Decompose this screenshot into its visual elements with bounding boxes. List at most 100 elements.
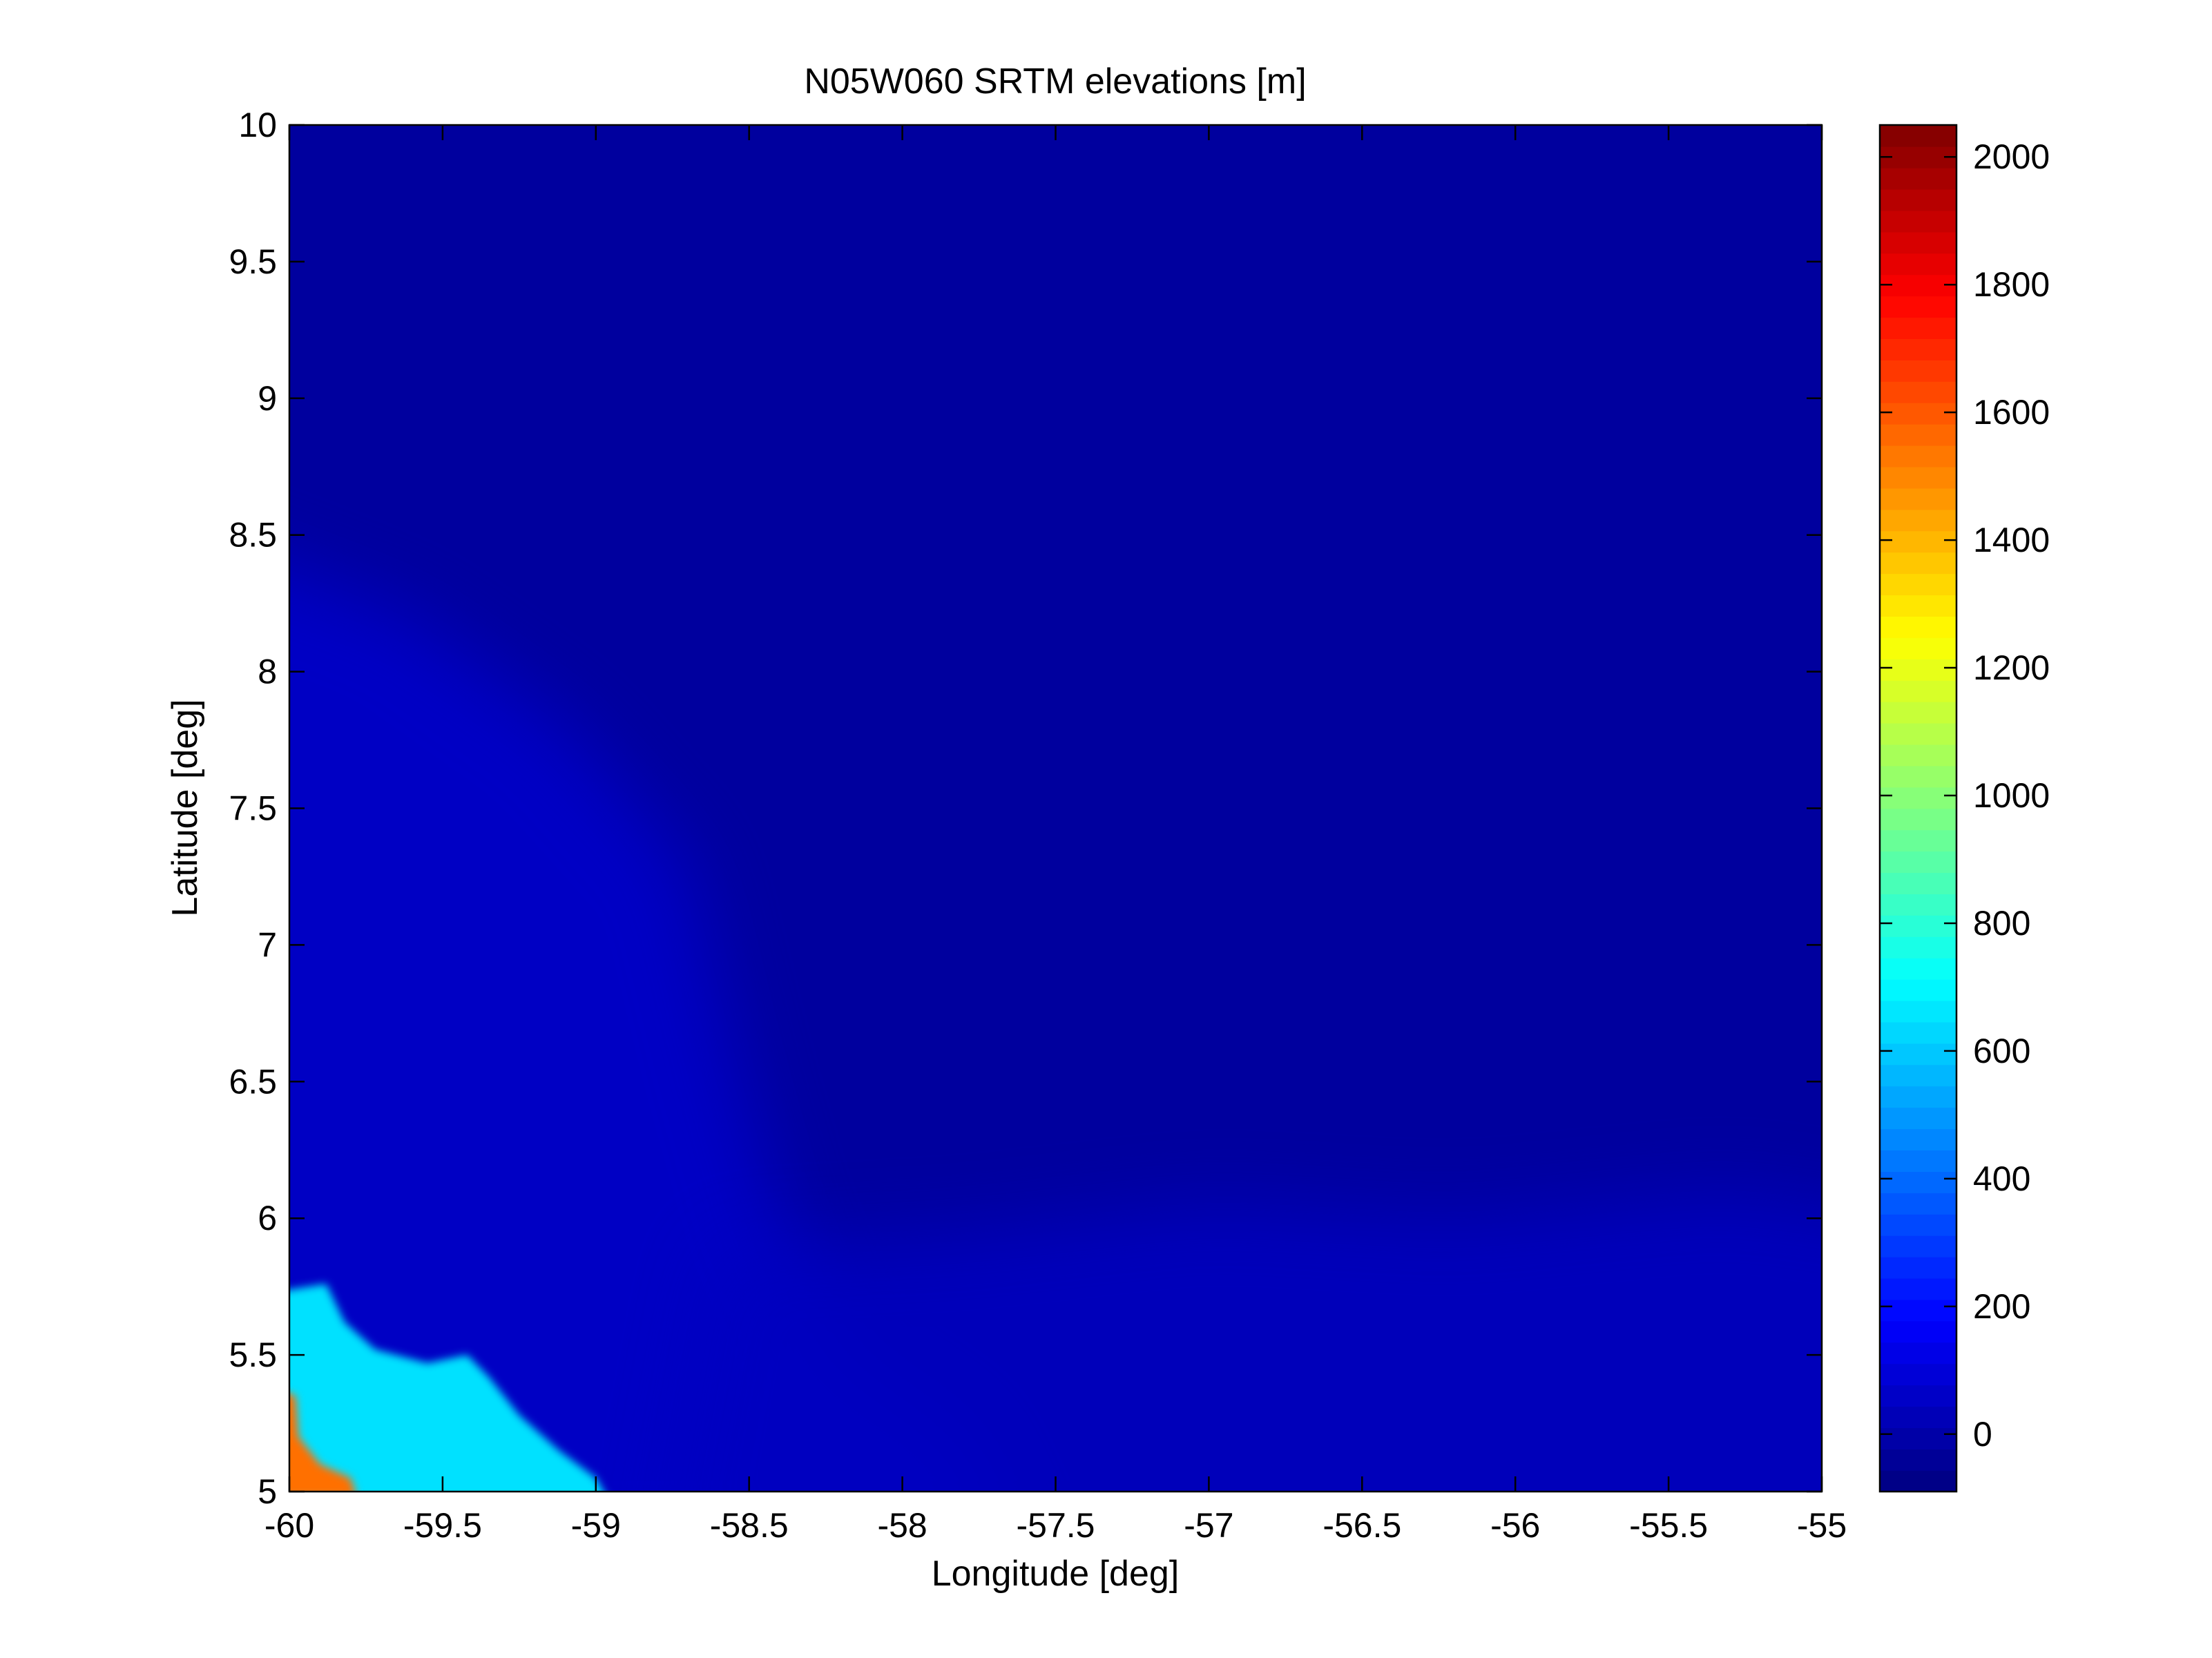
colorbar-level	[1880, 679, 1956, 702]
colorbar-level	[1880, 1342, 1956, 1365]
colorbar-level	[1880, 1193, 1956, 1215]
colorbar-level	[1880, 957, 1956, 980]
y-tick-label: 7	[258, 925, 277, 964]
y-axis: 5 5.5 6 6.5 7 7.5 8 8.5 9 9.5 10	[229, 106, 1822, 1511]
elevation-heatmap	[289, 570, 1822, 1492]
colorbar-level	[1880, 894, 1956, 916]
x-tick-label: -57	[1184, 1506, 1233, 1545]
colorbar-level	[1880, 423, 1956, 446]
y-axis-label: Latitude [deg]	[165, 699, 205, 916]
colorbar-level	[1880, 296, 1956, 318]
colorbar-level	[1880, 1256, 1956, 1279]
colorbar-level	[1880, 466, 1956, 489]
x-tick-label: -55.5	[1629, 1506, 1708, 1545]
y-tick-label: 9.5	[229, 242, 277, 281]
colorbar-level	[1880, 1385, 1956, 1407]
y-tick-label: 5.5	[229, 1336, 277, 1374]
colorbar-level	[1880, 445, 1956, 467]
colorbar-level	[1880, 701, 1956, 724]
colorbar-tick-label: 800	[1973, 904, 2030, 943]
colorbar-level	[1880, 1021, 1956, 1044]
x-tick-label: -56	[1490, 1506, 1540, 1545]
colorbar-level	[1880, 146, 1956, 168]
colorbar-level	[1880, 1214, 1956, 1236]
y-tick-label: 8.5	[229, 516, 277, 555]
colorbar-tick-label: 400	[1973, 1159, 2030, 1198]
colorbar-level	[1880, 1128, 1956, 1151]
colorbar-tick-label: 2000	[1973, 137, 2050, 176]
colorbar-level	[1880, 829, 1956, 852]
colorbar-frame	[1878, 124, 1958, 1493]
region-inland-lowland	[672, 1191, 1822, 1492]
x-tick-label: -57.5	[1017, 1506, 1095, 1545]
y-tick-label: 6.5	[229, 1062, 277, 1101]
colorbar-level	[1880, 616, 1956, 638]
colorbar-level	[1880, 125, 1956, 147]
colorbar-level	[1880, 1000, 1956, 1023]
colorbar-level	[1880, 360, 1956, 382]
colorbar-level	[1880, 167, 1956, 190]
colorbar-level	[1880, 1449, 1956, 1471]
colorbar-level	[1880, 915, 1956, 937]
y-tick-label: 9	[258, 379, 277, 418]
y-tick-label: 5	[258, 1472, 277, 1511]
colorbar-tick-label: 1800	[1973, 265, 2050, 304]
colorbar-tick-label: 1600	[1973, 393, 2050, 432]
colorbar-level	[1880, 253, 1956, 276]
colorbar-level	[1880, 1320, 1956, 1343]
y-tick-label: 8	[258, 653, 277, 691]
x-tick-label: -56.5	[1323, 1506, 1401, 1545]
x-axis-label: Longitude [deg]	[932, 1554, 1180, 1594]
colorbar-tick-label: 200	[1973, 1287, 2030, 1326]
colorbar-level	[1880, 659, 1956, 681]
colorbar-level	[1880, 530, 1956, 553]
colorbar-gradient	[1880, 125, 1956, 1492]
colorbar-tick-label: 1200	[1973, 648, 2050, 687]
y-tick-label: 10	[238, 106, 277, 144]
region-highest-ridges	[289, 1394, 356, 1492]
colorbar-level	[1880, 979, 1956, 1001]
colorbar-level	[1880, 338, 1956, 360]
colorbar-tick-label: 0	[1973, 1415, 1992, 1454]
x-tick-label: -58.5	[710, 1506, 789, 1545]
colorbar-level	[1880, 1235, 1956, 1257]
colorbar-level	[1880, 509, 1956, 532]
colorbar-level	[1880, 637, 1956, 659]
region-upland	[289, 1284, 604, 1492]
x-axis: -60 -59.5 -59 -58.5 -58 -57.5 -57 -56.5 -56 -55.5…	[265, 125, 1847, 1545]
colorbar-level	[1880, 552, 1956, 575]
colorbar-level	[1880, 274, 1956, 297]
colorbar-level	[1880, 744, 1956, 767]
colorbar-level	[1880, 189, 1956, 211]
colorbar: 0 200 400 600 800 1000 1200 1400 1600 1800 2000	[1878, 124, 2050, 1493]
colorbar-level	[1880, 1299, 1956, 1322]
colorbar-level	[1880, 936, 1956, 958]
colorbar-level	[1880, 1150, 1956, 1172]
colorbar-level	[1880, 1171, 1956, 1193]
colorbar-level	[1880, 1086, 1956, 1108]
x-tick-label: -59.5	[403, 1506, 482, 1545]
colorbar-level	[1880, 1470, 1956, 1492]
colorbar-level	[1880, 1064, 1956, 1087]
y-tick-label: 7.5	[229, 789, 277, 828]
plot-area: -60 -59.5 -59 -58.5 -58 -57.5 -57 -56.5 -56 -55.5…	[229, 106, 1847, 1545]
colorbar-level	[1880, 872, 1956, 894]
colorbar-tick-label: 1400	[1973, 521, 2050, 559]
colorbar-level	[1880, 787, 1956, 809]
region-coastal-lowland	[289, 570, 988, 1492]
colorbar-level	[1880, 1406, 1956, 1429]
colorbar-level	[1880, 402, 1956, 425]
colorbar-level	[1880, 488, 1956, 510]
colorbar-level	[1880, 851, 1956, 874]
x-tick-label: -55	[1797, 1506, 1847, 1545]
colorbar-ticks: 0 200 400 600 800 1000 1200 1400 1600 1800 2000	[1880, 137, 2050, 1454]
colorbar-level	[1880, 381, 1956, 403]
x-tick-label: -60	[265, 1506, 314, 1545]
colorbar-level	[1880, 722, 1956, 745]
colorbar-tick-label: 600	[1973, 1032, 2030, 1070]
colorbar-level	[1880, 595, 1956, 617]
colorbar-level	[1880, 1107, 1956, 1130]
x-tick-label: -58	[877, 1506, 927, 1545]
colorbar-level	[1880, 808, 1956, 831]
